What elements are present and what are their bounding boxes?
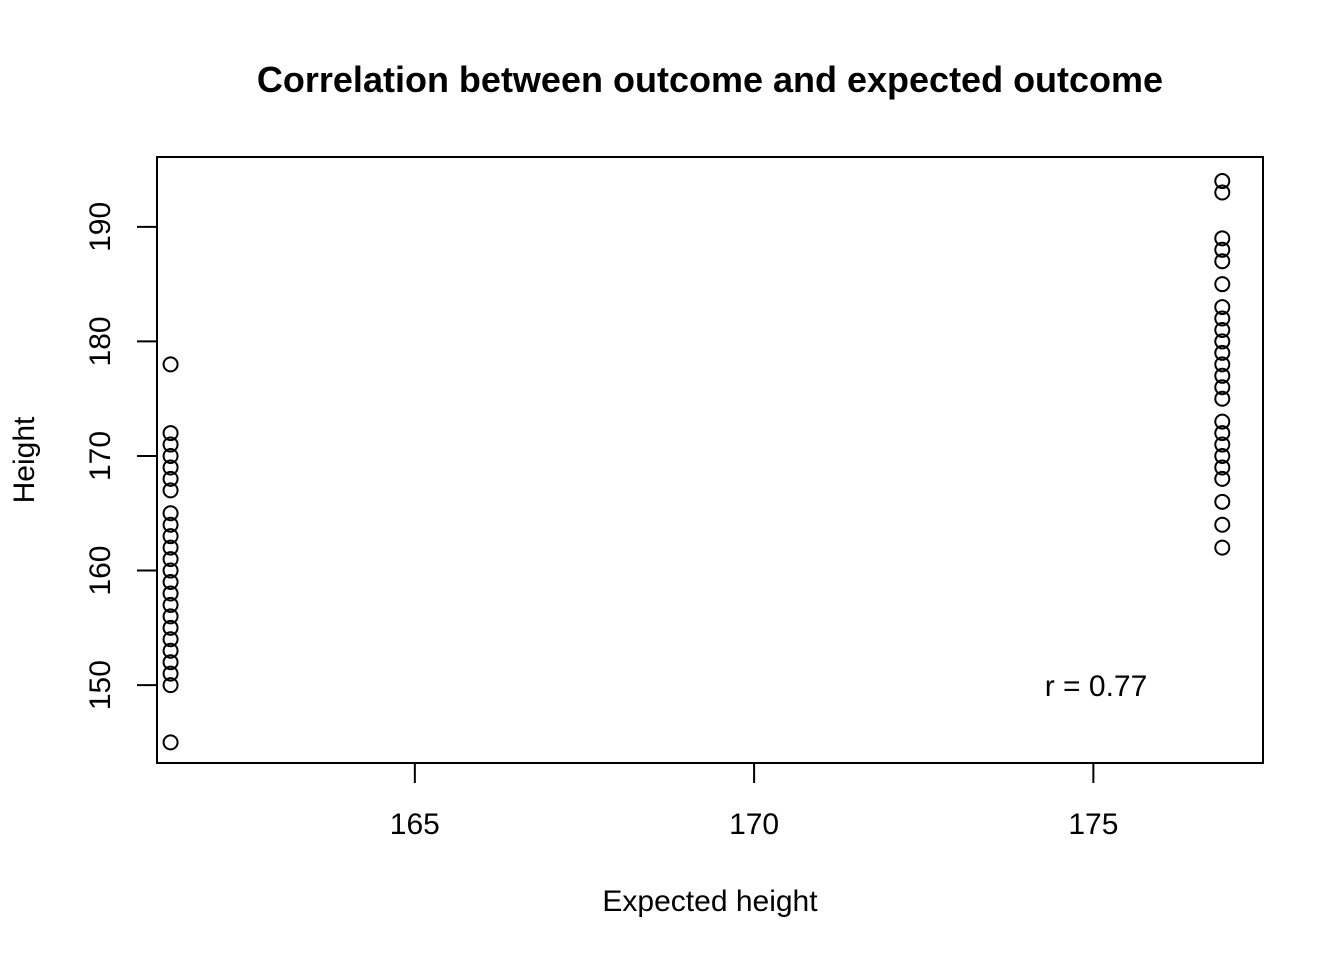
data-point: [162, 631, 179, 648]
data-point: [1214, 390, 1231, 407]
data-point: [1214, 299, 1231, 316]
data-point: [1214, 436, 1231, 453]
data-point: [1214, 230, 1231, 247]
data-point: [162, 642, 179, 659]
data-point: [162, 436, 179, 453]
x-tick-label: 170: [729, 808, 779, 841]
y-tick-label: 180: [84, 316, 117, 366]
data-point: [1214, 310, 1231, 327]
x-tick-label: 165: [390, 808, 440, 841]
data-point: [162, 585, 179, 602]
data-point: [162, 356, 179, 373]
data-point: [162, 562, 179, 579]
data-point: [162, 665, 179, 682]
data-point: [1214, 356, 1231, 373]
data-point: [1214, 321, 1231, 338]
y-tick-label: 150: [84, 660, 117, 710]
data-point: [162, 734, 179, 751]
x-tick-label: 175: [1068, 808, 1118, 841]
data-point: [1214, 470, 1231, 487]
data-point: [1214, 276, 1231, 293]
data-point: [162, 470, 179, 487]
data-point: [162, 482, 179, 499]
data-point: [1214, 253, 1231, 270]
y-axis-label: Height: [8, 416, 41, 503]
correlation-annotation: r = 0.77: [1045, 670, 1148, 703]
data-point: [1214, 493, 1231, 510]
x-axis-label: Expected height: [602, 885, 818, 918]
data-point: [162, 677, 179, 694]
chart-title: Correlation between outcome and expected…: [257, 59, 1163, 100]
data-point: [1214, 447, 1231, 464]
data-point: [1214, 184, 1231, 201]
data-point: [162, 596, 179, 613]
data-point: [162, 654, 179, 671]
data-point: [1214, 367, 1231, 384]
data-point: [162, 528, 179, 545]
data-point: [162, 516, 179, 533]
data-point: [1214, 379, 1231, 396]
y-tick-label: 190: [84, 202, 117, 252]
data-point: [1214, 413, 1231, 430]
data-point: [1214, 173, 1231, 190]
y-tick-label: 160: [84, 546, 117, 596]
data-point: [1214, 516, 1231, 533]
data-point: [162, 619, 179, 636]
data-point: [162, 539, 179, 556]
y-tick-label: 170: [84, 431, 117, 481]
data-point: [1214, 459, 1231, 476]
data-point: [1214, 241, 1231, 258]
y-axis: 150 160 170 180 190: [84, 202, 157, 710]
data-point: [162, 459, 179, 476]
data-point: [1214, 344, 1231, 361]
data-point: [1214, 425, 1231, 442]
data-point: [162, 447, 179, 464]
data-point: [162, 608, 179, 625]
data-point: [1214, 539, 1231, 556]
data-points: [162, 173, 1231, 751]
data-point: [162, 425, 179, 442]
data-point: [162, 574, 179, 591]
data-point: [1214, 333, 1231, 350]
data-point: [162, 551, 179, 568]
plot-frame: [156, 156, 1264, 764]
data-point: [162, 505, 179, 522]
x-axis: 165 170 175: [390, 763, 1118, 841]
